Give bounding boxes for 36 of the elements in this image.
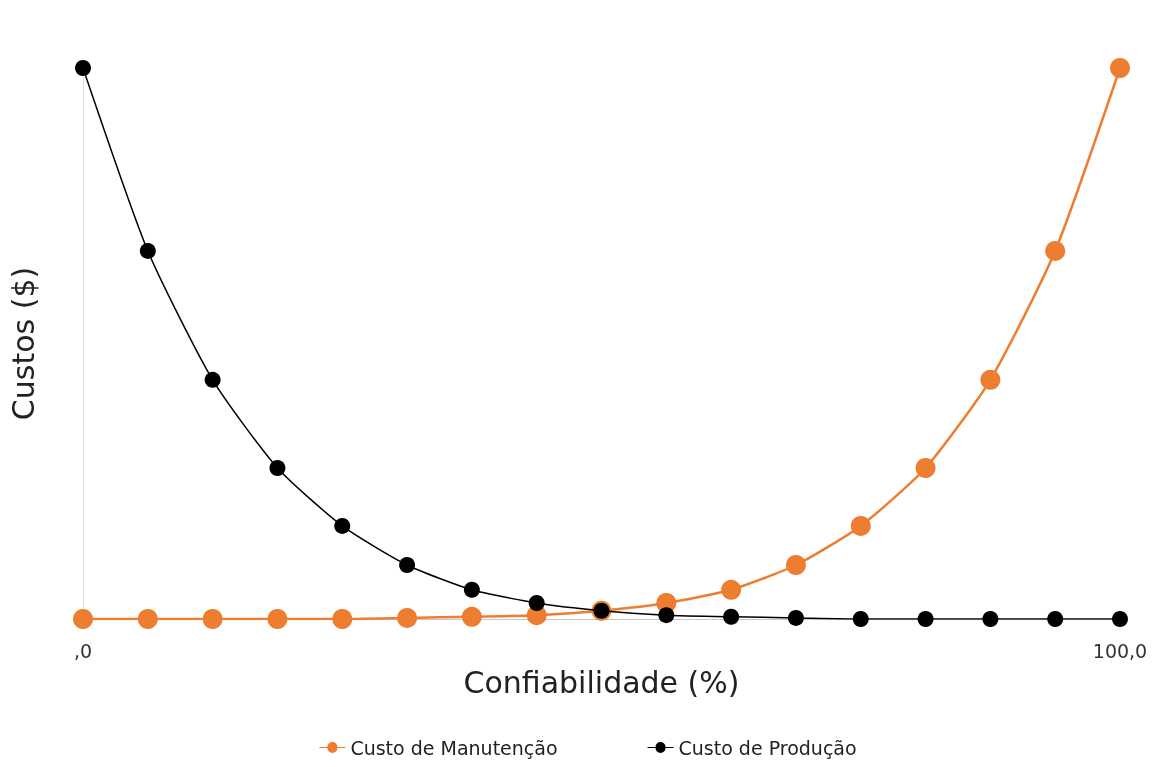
point xyxy=(334,517,351,534)
point xyxy=(332,609,353,629)
y-axis-title: Custos ($) xyxy=(5,266,41,421)
point xyxy=(721,579,742,600)
point xyxy=(75,60,91,76)
point xyxy=(982,611,999,627)
point xyxy=(1047,611,1064,627)
x-axis-title: Confiabilidade (%) xyxy=(463,664,740,700)
point xyxy=(461,606,482,627)
point xyxy=(139,242,156,259)
point xyxy=(202,609,223,629)
point xyxy=(1112,611,1128,627)
point xyxy=(137,609,158,629)
point xyxy=(399,557,416,573)
x-tick-label: ,0 xyxy=(73,639,93,662)
point xyxy=(915,458,936,479)
point xyxy=(528,595,545,612)
point xyxy=(785,555,806,575)
x-tick-label: 100,0 xyxy=(1092,639,1148,662)
legend-label: Custo de Manutenção xyxy=(350,736,558,759)
point xyxy=(204,371,221,388)
point xyxy=(980,369,1001,390)
point xyxy=(269,460,286,477)
point xyxy=(73,609,93,629)
point xyxy=(1110,58,1130,78)
point xyxy=(1045,240,1066,261)
point xyxy=(917,611,934,627)
point xyxy=(397,607,418,628)
point xyxy=(463,581,480,598)
legend-label: Custo de Produção xyxy=(678,736,857,759)
point xyxy=(658,607,675,624)
point xyxy=(267,609,288,629)
point xyxy=(852,611,869,627)
point xyxy=(850,515,871,536)
point xyxy=(723,608,740,625)
point xyxy=(787,609,804,626)
